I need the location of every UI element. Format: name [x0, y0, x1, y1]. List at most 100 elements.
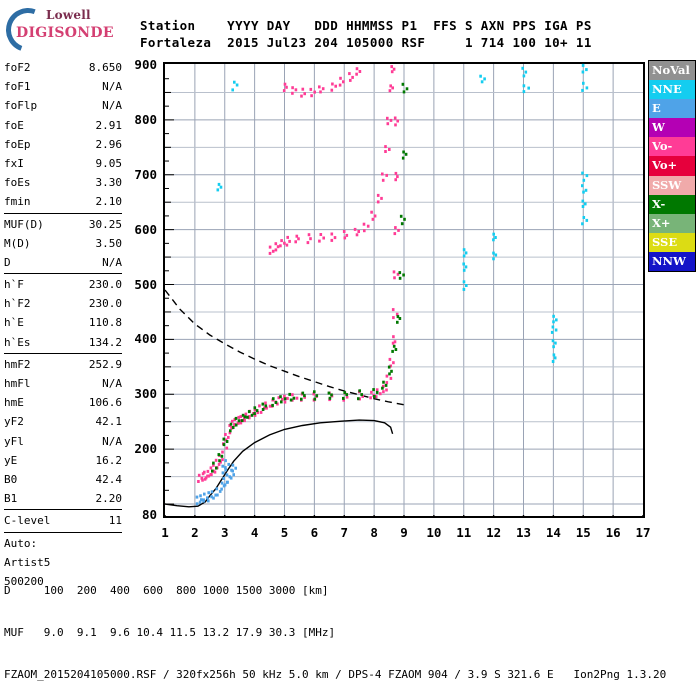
x-tick-label: 9: [392, 525, 416, 540]
x-tick-label: 14: [541, 525, 565, 540]
param-row-hme: hmE 106.6: [4, 393, 122, 412]
param-row-ye: yE 16.2: [4, 451, 122, 470]
param-value: 42.4: [96, 470, 123, 489]
param-row-foe: foE 2.91: [4, 116, 122, 135]
param-key: B1: [4, 489, 17, 508]
param-row-hes: h`Es 134.2: [4, 333, 122, 352]
legend-item-x[interactable]: X+: [649, 214, 695, 233]
param-value: N/A: [102, 253, 122, 272]
ionogram-canvas: [163, 62, 645, 518]
series-third-hop-scatter-top-band-: [283, 67, 361, 97]
y-tick-label: 400: [113, 331, 157, 346]
param-value: 252.9: [89, 355, 122, 374]
param-row-md: M(D) 3.50: [4, 234, 122, 253]
param-key: MUF(D): [4, 215, 44, 234]
legend-item-ssw[interactable]: SSW: [649, 176, 695, 195]
x-tick-label: 15: [571, 525, 595, 540]
y-tick-label: 500: [113, 277, 157, 292]
param-value: 2.96: [96, 135, 123, 154]
series-o-trace-vo-: [197, 117, 400, 484]
footer-file-line: FZAOM_2015204105000.RSF / 320fx256h 50 k…: [4, 668, 666, 682]
legend-item-vo[interactable]: Vo-: [649, 137, 695, 156]
param-key: foF2: [4, 58, 31, 77]
curve-true-height-profile: [165, 420, 393, 507]
param-row-fof2: foF2 8.650: [4, 58, 122, 77]
grid-lines: [165, 64, 643, 515]
x-tick-label: 6: [302, 525, 326, 540]
station-header: Station YYYY DAY DDD HHMMSS P1 FFS S AXN…: [140, 17, 592, 51]
x-tick-label: 8: [362, 525, 386, 540]
legend-item-nne[interactable]: NNE: [649, 80, 695, 99]
x-tick-label: 12: [482, 525, 506, 540]
param-value: 2.20: [96, 489, 123, 508]
param-key: h`Es: [4, 333, 31, 352]
param-divider: [4, 353, 122, 354]
param-key: B0: [4, 470, 17, 489]
param-row-yfl: yFl N/A: [4, 432, 122, 451]
x-tick-label: 16: [601, 525, 625, 540]
series-x-trace-x-: [211, 83, 408, 473]
param-key: h`E: [4, 313, 24, 332]
header-values-line: Fortaleza 2015 Jul23 204 105000 RSF 1 71…: [140, 35, 592, 50]
y-tick-label: 200: [113, 441, 157, 456]
param-row-foes: foEs 3.30: [4, 173, 122, 192]
param-row-hf: h`F 230.0: [4, 275, 122, 294]
param-key: h`F: [4, 275, 24, 294]
param-row-fof1: foF1 N/A: [4, 77, 122, 96]
y-tick-label: 800: [113, 112, 157, 127]
param-key: foEs: [4, 173, 31, 192]
y-tick-label: 300: [113, 386, 157, 401]
legend-item-e[interactable]: E: [649, 99, 695, 118]
y-tick-label: 600: [113, 222, 157, 237]
param-row-b0: B0 42.4: [4, 470, 122, 489]
footer-distance-line: D 100 200 400 600 800 1000 1500 3000 [km…: [4, 584, 666, 598]
legend-item-vo[interactable]: Vo+: [649, 156, 695, 175]
x-axis-ticks: [165, 515, 643, 518]
legend-item-noval[interactable]: NoVal: [649, 61, 695, 80]
param-key: foE: [4, 116, 24, 135]
param-row-hf2: h`F2 230.0: [4, 294, 122, 313]
x-tick-label: 3: [213, 525, 237, 540]
x-tick-label: 17: [631, 525, 655, 540]
param-value: 230.0: [89, 294, 122, 313]
param-row-b1: B1 2.20: [4, 489, 122, 508]
param-divider: [4, 273, 122, 274]
param-row-foflp: foFlp N/A: [4, 96, 122, 115]
param-key: foEp: [4, 135, 31, 154]
doppler-legend: NoVal NNE E W Vo- Vo+ SSW X- X+ SSE NNW: [648, 60, 696, 272]
param-key: yF2: [4, 412, 24, 431]
footer-info: D 100 200 400 600 800 1000 1500 3000 [km…: [4, 556, 666, 696]
param-key: M(D): [4, 234, 31, 253]
y-tick-label: 80: [113, 507, 157, 522]
legend-item-w[interactable]: W: [649, 118, 695, 137]
x-tick-label: 11: [452, 525, 476, 540]
legend-item-sse[interactable]: SSE: [649, 233, 695, 252]
series-interference-spikes: [217, 64, 589, 363]
param-key: C-level: [4, 511, 50, 530]
param-row-hmf2: hmF2 252.9: [4, 355, 122, 374]
param-key: hmF2: [4, 355, 31, 374]
param-value: 2.10: [96, 192, 123, 211]
param-key: yFl: [4, 432, 24, 451]
param-row-fmin: fmin 2.10: [4, 192, 122, 211]
param-row-fxi: fxI 9.05: [4, 154, 122, 173]
x-tick-label: 2: [183, 525, 207, 540]
param-value: 110.8: [89, 313, 122, 332]
param-key: fmin: [4, 192, 31, 211]
y-tick-label: 900: [113, 57, 157, 72]
param-key: hmFl: [4, 374, 31, 393]
x-tick-label: 4: [243, 525, 267, 540]
param-key: h`F2: [4, 294, 31, 313]
legend-item-x[interactable]: X-: [649, 195, 695, 214]
param-key: hmE: [4, 393, 24, 412]
param-key: foFlp: [4, 96, 37, 115]
x-tick-label: 13: [512, 525, 536, 540]
param-row-hmfl: hmFl N/A: [4, 374, 122, 393]
header-labels-line: Station YYYY DAY DDD HHMMSS P1 FFS S AXN…: [140, 18, 592, 33]
x-tick-label: 10: [422, 525, 446, 540]
param-row-clevel: C-level 11: [4, 511, 122, 530]
x-tick-label: 7: [332, 525, 356, 540]
param-divider: [4, 532, 122, 533]
lowell-digisonde-logo: Lowell DIGISONDE: [4, 6, 112, 48]
legend-item-nnw[interactable]: NNW: [649, 252, 695, 271]
